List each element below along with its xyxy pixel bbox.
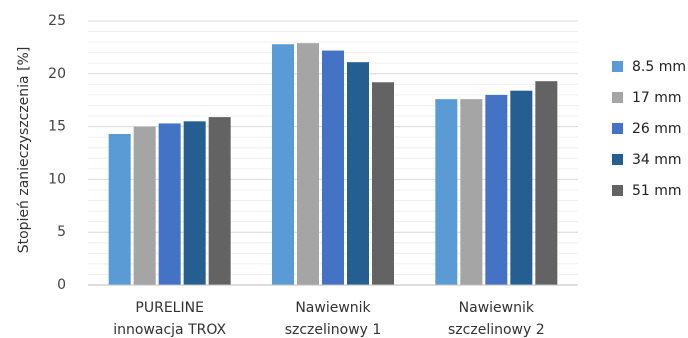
x-category-label: Nawiewnik [459,300,535,316]
bar [183,121,206,285]
bar [347,62,369,286]
bar [158,123,181,285]
bar [485,94,508,285]
legend: 8.5 mm 17 mm 26 mm 34 mm 51 mm [612,59,686,199]
bar [108,133,131,285]
x-axis-categories: PURELINE innowacja TROX Nawiewnik szczelino… [113,300,544,338]
y-axis-ticks: 0 5 10 15 20 25 [48,13,66,293]
bar [510,90,533,285]
x-category-label: Nawiewnik [295,300,371,316]
legend-label: 17 mm [632,90,682,106]
y-tick-label: 5 [57,224,66,240]
legend-swatch [612,61,623,72]
bar [272,44,294,286]
legend-label: 51 mm [632,183,682,199]
bar [372,82,394,285]
y-tick-label: 10 [48,171,66,187]
legend-swatch [612,185,623,196]
y-tick-label: 20 [48,66,66,82]
bar [297,43,319,286]
bar [133,126,156,285]
y-tick-label: 0 [57,277,66,293]
legend-swatch [612,92,623,103]
x-category-label: szczelinowy 2 [448,322,545,338]
legend-swatch [612,123,623,134]
x-category-label: innowacja TROX [113,322,226,338]
y-axis-label: Stopień zanieczyszczenia [%] [16,47,32,254]
bar [208,117,231,285]
bars [88,43,578,286]
bar [535,81,558,285]
legend-label: 34 mm [632,152,682,168]
x-category-label: PURELINE [135,300,204,316]
y-tick-label: 15 [48,119,66,135]
legend-label: 8.5 mm [632,59,686,75]
legend-swatch [612,154,623,165]
legend-label: 26 mm [632,121,682,137]
x-category-label: szczelinowy 1 [285,322,382,338]
y-tick-label: 25 [48,13,66,29]
bar [435,99,458,285]
bar [322,50,344,286]
bar [460,99,483,285]
